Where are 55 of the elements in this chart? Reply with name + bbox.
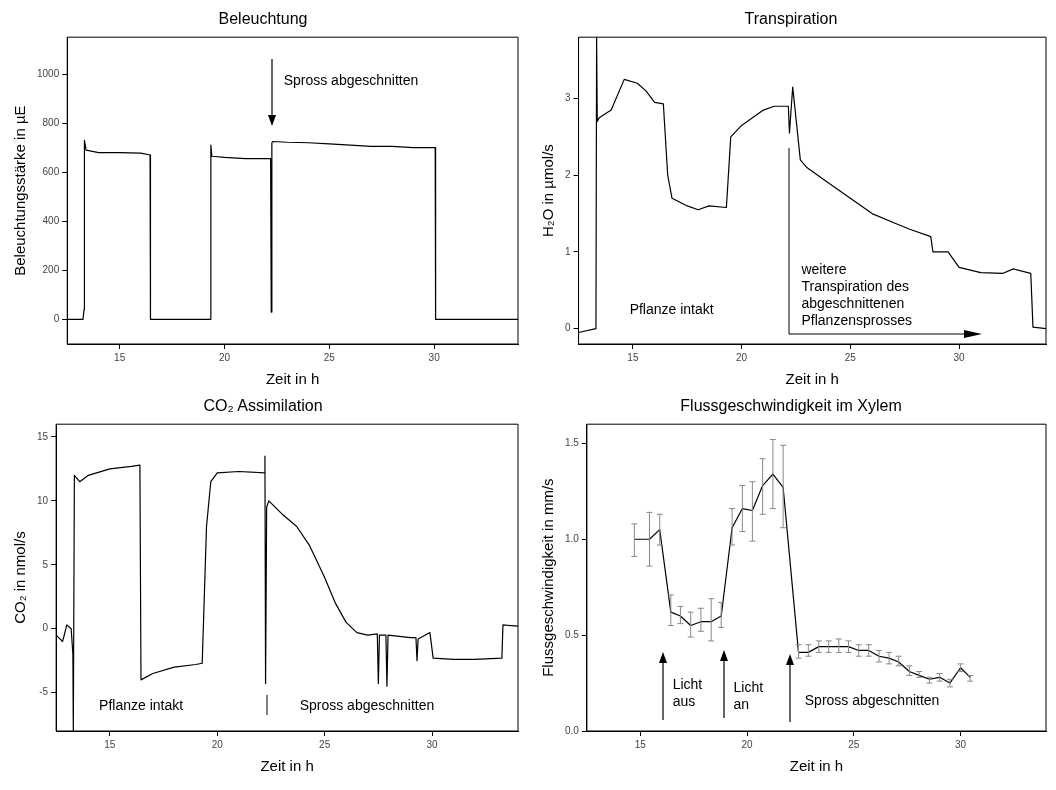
x-tick-label: 20 — [211, 738, 224, 750]
annotation: Spross abgeschnitten — [804, 691, 940, 709]
y-axis-title: H₂O in µmol/s — [539, 144, 557, 238]
chart-title: Beleuchtung — [218, 10, 308, 28]
x-tick-label: 30 — [426, 738, 439, 750]
chart-title: CO₂ Assimilation — [203, 397, 323, 415]
y-tick-label: 5 — [42, 558, 49, 570]
y-tick-label: 1 — [565, 245, 571, 257]
x-tick-label: 20 — [741, 738, 754, 750]
x-axis-title: Zeit in h — [260, 757, 314, 775]
y-tick-label: 1.0 — [565, 533, 580, 544]
x-tick-label: 25 — [848, 738, 860, 750]
y-tick-label: 800 — [42, 116, 60, 128]
y-tick-label: 10 — [37, 494, 49, 506]
x-tick-label: 25 — [844, 351, 857, 363]
chart-title: Flussgeschwindigkeit im Xylem — [680, 397, 902, 415]
x-axis-title: Zeit in h — [265, 370, 320, 388]
y-tick-label: 0 — [565, 322, 571, 334]
x-axis-title: Zeit in h — [789, 757, 844, 775]
y-tick-label: 1.5 — [565, 437, 580, 449]
x-tick-label: 30 — [953, 351, 966, 363]
y-tick-label: 15 — [37, 430, 49, 442]
x-tick-label: 15 — [634, 738, 647, 750]
chart-title: Transpiration — [744, 10, 838, 28]
annotation: Pflanze intakt — [99, 696, 184, 714]
annotation: weitere Transpiration des abgeschnittenen Pflanzensprosses — [801, 261, 912, 330]
x-tick-label: 15 — [104, 738, 116, 750]
y-tick-label: 200 — [42, 264, 60, 276]
x-tick-label: 25 — [319, 738, 331, 750]
y-tick-label: 400 — [42, 215, 60, 227]
y-tick-label: 0 — [42, 622, 49, 634]
x-tick-label: 20 — [736, 351, 748, 363]
y-axis-title: Flussgeschwindigkeit in mm/s — [539, 478, 557, 677]
x-tick-label: 15 — [627, 351, 639, 363]
annotation: Spross abgeschnitten — [299, 696, 435, 714]
y-tick-label: 0.5 — [565, 628, 580, 640]
annotation: Licht aus — [672, 675, 703, 710]
y-tick-label: 600 — [42, 165, 60, 177]
annotation: Licht an — [733, 678, 764, 713]
x-tick-label: 25 — [323, 351, 336, 363]
y-tick-label: 3 — [565, 92, 571, 104]
x-tick-label: 30 — [428, 351, 441, 363]
x-tick-label: 20 — [218, 351, 231, 363]
x-axis-title: Zeit in h — [785, 370, 839, 388]
y-axis-title: Beleuchtungsstärke in µE — [11, 105, 29, 276]
annotation: Pflanze intakt — [629, 300, 714, 318]
y-tick-label: -5 — [39, 686, 49, 698]
y-tick-label: 0 — [53, 313, 60, 325]
y-tick-label: 1000 — [37, 67, 60, 79]
annotation: Spross abgeschnitten — [283, 72, 419, 90]
y-axis-title: CO₂ in nmol/s — [11, 531, 29, 624]
x-tick-label: 30 — [955, 738, 967, 750]
y-tick-label: 0.0 — [565, 724, 580, 736]
y-tick-label: 2 — [565, 169, 571, 181]
x-tick-label: 15 — [114, 351, 126, 363]
